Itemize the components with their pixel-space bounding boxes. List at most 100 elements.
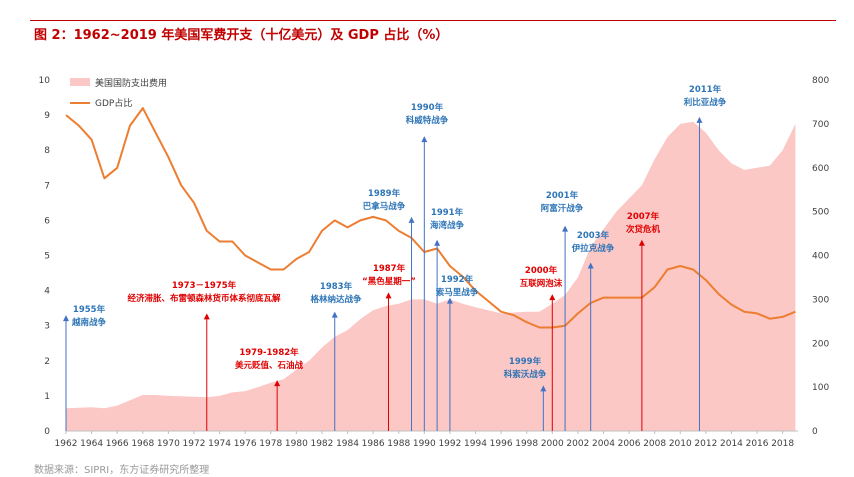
annotation-label: “黑色星期一” (362, 276, 416, 287)
y-left-tick-label: 8 (44, 146, 50, 156)
annotation-arrow-head (549, 294, 556, 301)
x-tick-label: 1978 (259, 439, 282, 449)
x-tick-label: 1974 (208, 439, 231, 449)
y-left-tick-label: 6 (44, 216, 50, 226)
annotation-arrow-head (540, 385, 547, 392)
x-tick-label: 2006 (618, 439, 641, 449)
x-tick-label: 1970 (157, 439, 180, 449)
legend-swatch-area (70, 78, 90, 86)
annotation-arrow-head (408, 216, 415, 223)
annotation-arrow-head (63, 315, 69, 322)
x-tick-label: 1980 (285, 439, 308, 449)
annotation-label: 伊拉克战争 (571, 243, 615, 254)
y-right-tick-label: 300 (812, 295, 829, 305)
annotation-label: 1999年 (509, 356, 542, 367)
x-tick-label: 2002 (566, 439, 589, 449)
legend-label-line: GDP占比 (95, 97, 132, 109)
annotation-label: 格林纳达战争 (310, 294, 362, 305)
annotation-label: 美元贬值、石油战 (235, 360, 304, 371)
annotation-label: 越南战争 (71, 317, 107, 328)
annotation-label: 1987年 (373, 263, 406, 274)
x-tick-label: 1992 (438, 439, 461, 449)
y-right-tick-label: 600 (812, 164, 829, 174)
x-tick-label: 1968 (131, 439, 154, 449)
annotation-label: 1983年 (320, 281, 353, 292)
x-tick-label: 1962 (55, 439, 78, 449)
x-tick-label: 2000 (541, 439, 564, 449)
figure-title: 图 2：1962~2019 年美国军费开支（十亿美元）及 GDP 占比（%） (34, 28, 449, 43)
x-tick-label: 2018 (771, 439, 794, 449)
source-note: 数据来源：SIPRI，东方证券研究所整理 (34, 465, 210, 476)
x-tick-label: 1964 (80, 439, 103, 449)
annotation-label: 利比亚战争 (683, 97, 727, 108)
annotation-arrow-head (638, 239, 645, 246)
y-left-tick-label: 4 (44, 287, 50, 297)
x-tick-label: 2010 (669, 439, 692, 449)
annotation-arrow-head (434, 239, 441, 246)
annotation-arrow-head (274, 380, 281, 387)
annotation-label: 1992年 (441, 274, 474, 285)
annotation-label: 互联网泡沫 (520, 278, 563, 289)
x-tick-label: 1998 (515, 439, 538, 449)
annotation-label: 2011年 (689, 84, 722, 95)
annotation-label: 巴拿马战争 (363, 201, 406, 212)
x-tick-label: 1994 (464, 439, 487, 449)
annotation-label: 1955年 (73, 304, 106, 315)
annotation-arrow-head (385, 292, 392, 299)
annotation-label: 海湾战争 (430, 220, 465, 231)
x-tick-label: 1972 (183, 439, 206, 449)
annotation-label: 索马里战争 (436, 287, 479, 298)
x-tick-label: 1990 (413, 439, 436, 449)
y-right-tick-label: 0 (812, 427, 818, 437)
x-tick-label: 1996 (490, 439, 513, 449)
x-tick-label: 2016 (746, 439, 769, 449)
annotation-label: 1979-1982年 (239, 347, 299, 358)
annotation-label: 2007年 (627, 211, 660, 222)
annotation-arrow-head (587, 262, 594, 269)
y-right-tick-label: 200 (812, 339, 829, 349)
y-right-tick-label: 500 (812, 208, 829, 218)
y-right-tick-label: 800 (812, 76, 829, 86)
y-left-tick-label: 0 (44, 427, 50, 437)
x-tick-label: 1966 (106, 439, 129, 449)
y-left-tick-label: 2 (44, 357, 50, 367)
x-tick-label: 1976 (234, 439, 257, 449)
annotation-arrow-head (331, 311, 338, 318)
annotation-arrow-head (696, 116, 703, 123)
annotation-arrow-head (446, 297, 453, 304)
annotation-label: 1989年 (368, 188, 401, 199)
annotation-label: 2003年 (577, 230, 610, 241)
annotation-label: 2001年 (546, 190, 579, 201)
legend-label-area: 美国国防支出费用 (95, 77, 167, 89)
annotation-arrow-head (203, 313, 210, 320)
annotation-label: 1991年 (431, 207, 464, 218)
annotation-arrow-head (421, 136, 428, 143)
title-rule (30, 20, 836, 21)
annotation-label: 经济滞胀、布雷顿森林货币体系彻底瓦解 (127, 293, 281, 304)
y-left-tick-label: 5 (44, 252, 50, 262)
x-tick-label: 2014 (720, 439, 743, 449)
x-tick-label: 2008 (643, 439, 666, 449)
y-left-tick-label: 7 (44, 181, 50, 191)
gdp-share-line (65, 107, 796, 329)
annotation-label: 科索沃战争 (504, 369, 547, 380)
x-tick-label: 2012 (694, 439, 717, 449)
annotation-label: 阿富汗战争 (541, 203, 584, 214)
x-tick-label: 1984 (336, 439, 359, 449)
x-tick-label: 1982 (310, 439, 333, 449)
x-tick-label: 1988 (387, 439, 410, 449)
x-tick-label: 1986 (362, 439, 385, 449)
annotation-label: 2000年 (525, 265, 558, 276)
annotation-label: 1973－1975年 (172, 280, 237, 291)
y-right-tick-label: 700 (812, 120, 829, 130)
y-right-tick-label: 100 (812, 383, 829, 393)
y-left-tick-label: 9 (44, 111, 50, 121)
y-left-tick-label: 10 (39, 76, 51, 86)
y-left-tick-label: 1 (44, 392, 50, 402)
annotation-label: 1990年 (411, 102, 444, 113)
annotation-label: 次贷危机 (626, 224, 661, 235)
y-left-tick-label: 3 (44, 322, 50, 332)
annotation-arrow-head (562, 225, 569, 232)
x-tick-label: 2004 (592, 439, 615, 449)
